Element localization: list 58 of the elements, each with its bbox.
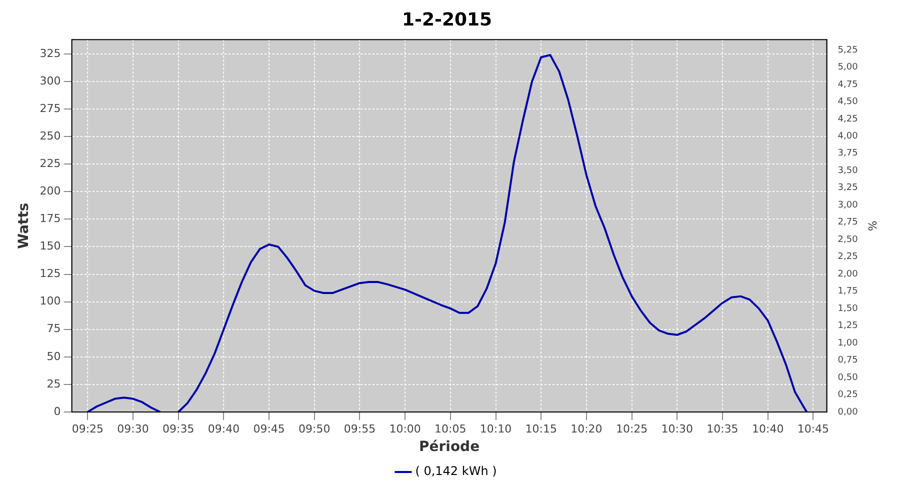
y-tick-label: 300 [40,74,61,88]
y2-tick-label: 5,25 [838,45,858,56]
y2-tick-label: 3,00 [838,200,858,210]
y2-tick-label: 3,75 [838,148,858,159]
y-tick-label: 150 [40,240,61,253]
y2-tick-label: 2,25 [838,252,858,262]
x-tick-label: 10:25 [616,422,648,436]
y-tick-label: 175 [40,212,61,226]
y2-tick-label: 4,50 [838,97,858,108]
y2-tick-label: 0,25 [838,390,858,400]
y2-tick-label: 1,00 [838,338,858,348]
y2-tick-label: 4,75 [838,80,858,90]
y2-tick-label: 1,50 [838,304,858,314]
legend-label: ( 0,142 kWh ) [415,464,497,478]
y-tick-label: 250 [40,129,61,142]
y-tick-label: 100 [40,294,61,308]
x-axis-title: Période [418,439,480,456]
x-tick-label: 10:40 [752,422,784,436]
y-tick-label: 25 [46,377,61,390]
x-tick-label: 10:20 [570,422,602,436]
y-tick-label: 325 [40,46,61,60]
x-tick-label: 09:45 [253,422,285,436]
x-tick-label: 09:40 [208,422,240,436]
y-tick-label: 200 [40,184,61,198]
x-tick-label: 10:30 [661,422,693,436]
y-tick-label: 50 [46,350,61,363]
y-axis-title: Watts [16,202,32,249]
y-tick-label: 0 [54,404,61,418]
x-tick-label: 10:05 [434,422,466,436]
y2-tick-label: 5,00 [838,62,858,73]
chart-title: 1-2-2015 [402,9,492,30]
x-tick-label: 09:30 [117,422,149,436]
y2-tick-label: 1,25 [838,321,858,332]
x-tick-label: 10:10 [480,422,512,436]
y2-tick-label: 4,00 [838,131,858,142]
y-tick-label: 225 [40,156,61,170]
x-tick-label: 10:35 [706,422,738,436]
x-tick-label: 09:55 [344,422,376,436]
y2-tick-label: 3,50 [838,166,858,176]
x-tick-label: 10:00 [389,422,421,436]
y2-tick-label: 2,75 [838,218,858,228]
y-tick-label: 275 [40,102,61,115]
y2-axis-title: % [866,220,879,232]
x-tick-label: 10:45 [797,422,830,436]
y2-tick-label: 0,75 [838,356,858,366]
y-tick-label: 125 [40,267,61,280]
y2-tick-label: 2,00 [838,269,858,280]
x-tick-label: 09:25 [72,422,104,436]
x-tick-label: 09:35 [162,422,194,436]
y-tick-label: 75 [46,322,61,336]
y2-tick-label: 1,75 [838,286,858,297]
y2-tick-label: 2,50 [838,234,858,245]
y2-tick-label: 3,25 [838,183,858,194]
y2-tick-label: 0,50 [838,372,858,383]
y2-tick-label: 0,00 [838,407,858,418]
y2-tick-label: 4,25 [838,114,858,124]
x-tick-label: 10:15 [525,422,557,436]
x-tick-label: 09:50 [298,422,330,436]
